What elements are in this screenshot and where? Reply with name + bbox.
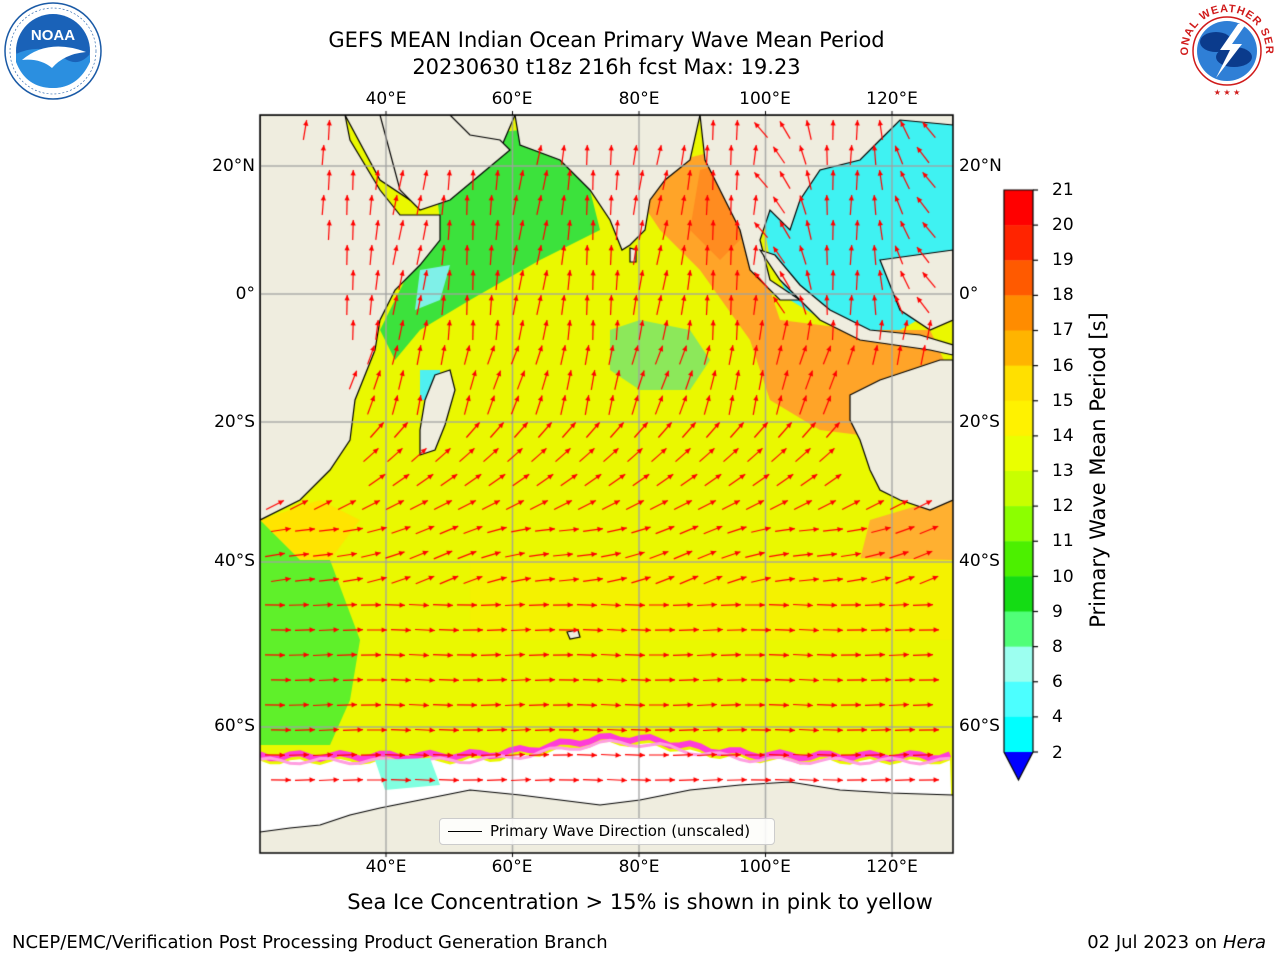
chart-subtitle: 20230630 t18z 216h fcst Max: 19.23 bbox=[412, 55, 801, 79]
footer-host: Hera bbox=[1222, 932, 1266, 953]
footer-date: 02 Jul 2023 on Hera bbox=[1087, 932, 1266, 953]
lon-tick-bottom-120e: 120°E bbox=[866, 857, 918, 877]
lat-tick-right-20s: 20°S bbox=[959, 412, 1000, 432]
colorbar-tick-6: 6 bbox=[1052, 672, 1063, 692]
legend-line-icon bbox=[448, 831, 482, 832]
lon-tick-bottom-80e: 80°E bbox=[618, 857, 660, 877]
chart-title: GEFS MEAN Indian Ocean Primary Wave Mean… bbox=[328, 28, 885, 52]
lat-tick-left-20s: 20°S bbox=[214, 412, 255, 432]
legend-label: Primary Wave Direction (unscaled) bbox=[490, 822, 751, 840]
lat-tick-right-40s: 40°S bbox=[959, 551, 1000, 571]
colorbar-tick-18: 18 bbox=[1052, 285, 1074, 305]
map-legend: Primary Wave Direction (unscaled) bbox=[439, 818, 775, 845]
lon-tick-top-100e: 100°E bbox=[739, 89, 791, 109]
noaa-logo-text: NOAA bbox=[31, 27, 75, 44]
lon-tick-top-60e: 60°E bbox=[491, 89, 533, 109]
lon-tick-bottom-100e: 100°E bbox=[739, 857, 791, 877]
colorbar-tick-20: 20 bbox=[1052, 215, 1074, 235]
colorbar-tick-17: 17 bbox=[1052, 320, 1074, 340]
colorbar-tick-14: 14 bbox=[1052, 426, 1074, 446]
lon-tick-top-40e: 40°E bbox=[365, 89, 407, 109]
lat-tick-left-20n: 20°N bbox=[212, 156, 255, 176]
colorbar-tick-19: 19 bbox=[1052, 250, 1074, 270]
lat-tick-left-60s: 60°S bbox=[214, 716, 255, 736]
footer-date-text: 02 Jul 2023 on bbox=[1087, 932, 1223, 953]
colorbar-label: Primary Wave Mean Period [s] bbox=[1086, 312, 1110, 628]
colorbar-tick-10: 10 bbox=[1052, 567, 1074, 587]
lat-tick-right-0: 0° bbox=[959, 284, 979, 304]
lat-tick-left-40s: 40°S bbox=[214, 551, 255, 571]
colorbar-tick-4: 4 bbox=[1052, 707, 1063, 727]
lon-tick-top-120e: 120°E bbox=[866, 89, 918, 109]
colorbar-tick-11: 11 bbox=[1052, 531, 1074, 551]
lat-tick-left-0: 0° bbox=[235, 284, 255, 304]
colorbar-tick-15: 15 bbox=[1052, 391, 1074, 411]
footer-credit: NCEP/EMC/Verification Post Processing Pr… bbox=[12, 932, 608, 953]
sea-ice-caption: Sea Ice Concentration > 15% is shown in … bbox=[347, 890, 933, 914]
noaa-logo-icon: NOAA bbox=[4, 2, 102, 100]
lon-tick-bottom-40e: 40°E bbox=[365, 857, 407, 877]
colorbar-tick-16: 16 bbox=[1052, 356, 1074, 376]
colorbar-tick-13: 13 bbox=[1052, 461, 1074, 481]
lat-tick-right-60s: 60°S bbox=[959, 716, 1000, 736]
lon-tick-top-80e: 80°E bbox=[618, 89, 660, 109]
nws-logo-icon: NATIONAL WEATHER SERVICE ★ ★ ★ bbox=[1176, 2, 1274, 98]
lat-tick-right-20n: 20°N bbox=[959, 156, 1002, 176]
colorbar-tick-8: 8 bbox=[1052, 637, 1063, 657]
svg-text:★ ★ ★: ★ ★ ★ bbox=[1214, 88, 1241, 97]
colorbar-tick-9: 9 bbox=[1052, 602, 1063, 622]
colorbar-tick-21: 21 bbox=[1052, 180, 1074, 200]
colorbar-tick-2: 2 bbox=[1052, 743, 1063, 763]
lon-tick-bottom-60e: 60°E bbox=[491, 857, 533, 877]
colorbar-tick-12: 12 bbox=[1052, 496, 1074, 516]
